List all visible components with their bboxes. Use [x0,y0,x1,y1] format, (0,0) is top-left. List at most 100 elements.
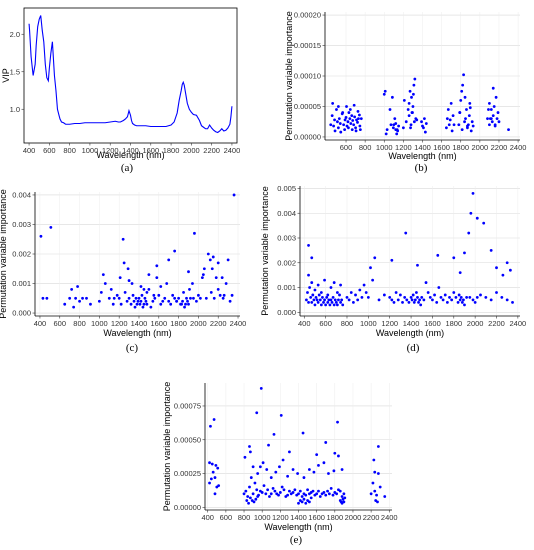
panel-d-x-tick-label-9: 2200 [488,319,505,328]
panel-e-point-84 [291,468,295,471]
panel-d-x-axis-title: Wavelength (nm) [376,328,444,338]
panel-e-point-46 [311,489,315,493]
panel-c-point-28 [129,302,133,306]
panel-b-point-19 [351,119,355,122]
panel-e-point-62 [340,495,344,498]
panel-e-x-tick-label-7: 1800 [326,513,343,522]
panel-c-y-tick-label-4: 0.004 [12,191,31,200]
panel-b-point-8 [338,122,342,125]
panel-e-point-128 [309,496,313,500]
panel-e-point-74 [251,465,255,469]
panel-e-point-101 [255,411,259,415]
panel-c-point-13 [99,290,103,294]
panel-b-point-35 [347,126,350,130]
panel-c-point-11 [89,302,92,306]
panel-d-point-83 [422,298,426,302]
panel-d-point-67 [398,293,402,297]
panel-c-x-tick-label-3: 1000 [91,319,108,328]
panel-d-point-85 [426,291,430,294]
panel-c-point-20 [117,296,121,300]
panel-d-point-77 [415,291,418,294]
panel-b-point-5 [336,120,339,124]
panel-b-point-81 [424,122,428,125]
panel-b-point-99 [465,108,468,111]
panel-a-x-tick-label-4: 1200 [102,146,119,155]
panel-e-point-32 [286,493,290,497]
panel-d-point-39 [319,291,323,294]
panel-d-point-106 [465,296,468,299]
panel-d-point-53 [360,296,364,299]
panel-d-x-tick-label-1: 600 [319,319,332,328]
panel-d-point-52 [358,288,362,292]
panel-d-point-132 [436,253,440,257]
panel-c-point-19 [115,293,119,297]
panel-d-point-127 [505,261,509,265]
panel-e-point-52 [322,491,326,494]
panel-d-point-51 [356,298,360,302]
panel-b-y-tick-label-2: 0.00010 [294,72,321,81]
panel-e-point-33 [288,489,291,493]
panel-c-x-tick-label-4: 1200 [111,319,128,328]
panel-b-point-71 [409,126,412,130]
panel-d-point-62 [388,296,392,299]
panel-b-point-44 [383,89,387,93]
panel-d-point-98 [454,296,458,299]
panel-d-point-17 [323,298,326,302]
panel-d-point-47 [347,298,351,302]
panel-b-point-112 [486,117,489,121]
panel-b-point-15 [347,111,351,114]
panel-b-point-57 [401,126,405,130]
panel-c-y-tick-label-3: 0.003 [12,220,31,229]
panel-c-y-tick-label-0: 0.000 [12,309,31,318]
panel-b-point-80 [423,130,427,134]
panel-d-point-23 [329,298,333,302]
panel-c-point-100 [187,270,190,274]
panel-e-point-27 [277,493,280,497]
panel-a-x-tick-label-9: 2200 [203,146,220,155]
panel-e-x-tick-label-9: 2200 [363,513,380,522]
panel-e-point-92 [332,469,336,473]
panel-e-point-53 [324,493,328,497]
panel-b-point-105 [470,120,474,124]
panel-e-point-97 [208,461,211,465]
panel-d-point-45 [339,283,342,287]
panel-d-point-34 [341,303,345,307]
panel-c-point-42 [144,299,148,303]
panel-b-point-96 [462,73,465,77]
panel-b-point-82 [445,126,448,130]
panel-e-point-136 [376,500,379,504]
panel-c-point-92 [122,261,126,265]
panel-b-point-32 [341,111,345,114]
panel-d-point-110 [475,296,479,299]
panel-a-x-tick-label-8: 2000 [183,146,200,155]
panel-d-point-100 [457,293,461,297]
panel-b-point-88 [450,129,454,133]
panel-a-vip-line [28,15,233,134]
panel-d-x-tick-label-3: 1000 [360,319,377,328]
panel-e-point-61 [338,489,342,493]
panel-b-point-3 [333,118,336,122]
panel-e-point-89 [317,464,320,467]
panel-c-point-4 [63,302,67,306]
panel-e-point-133 [342,500,346,504]
panel-c-point-68 [188,288,191,291]
panel-e-point-118 [252,500,256,504]
panel-b-point-124 [497,120,501,124]
panel-b-point-58 [402,98,406,102]
panel-d-point-102 [459,296,463,299]
panel-d-point-48 [349,291,353,294]
panel-d-point-72 [409,296,413,299]
panel-a-x-tick-label-6: 1600 [142,146,159,155]
panel-d-point-113 [489,298,493,302]
panel-d-point-90 [437,286,441,289]
panel-d-point-28 [334,300,338,304]
panel-b-point-73 [411,111,414,114]
panel-d-point-117 [511,300,514,304]
panel-b-point-118 [491,114,495,118]
panel-d-point-84 [424,281,428,284]
panel-d-point-2 [307,300,310,304]
panel-d-point-128 [508,268,512,272]
panel-b-point-1 [330,114,334,118]
panel-c-point-46 [151,299,155,303]
panel-d-point-43 [332,281,336,284]
